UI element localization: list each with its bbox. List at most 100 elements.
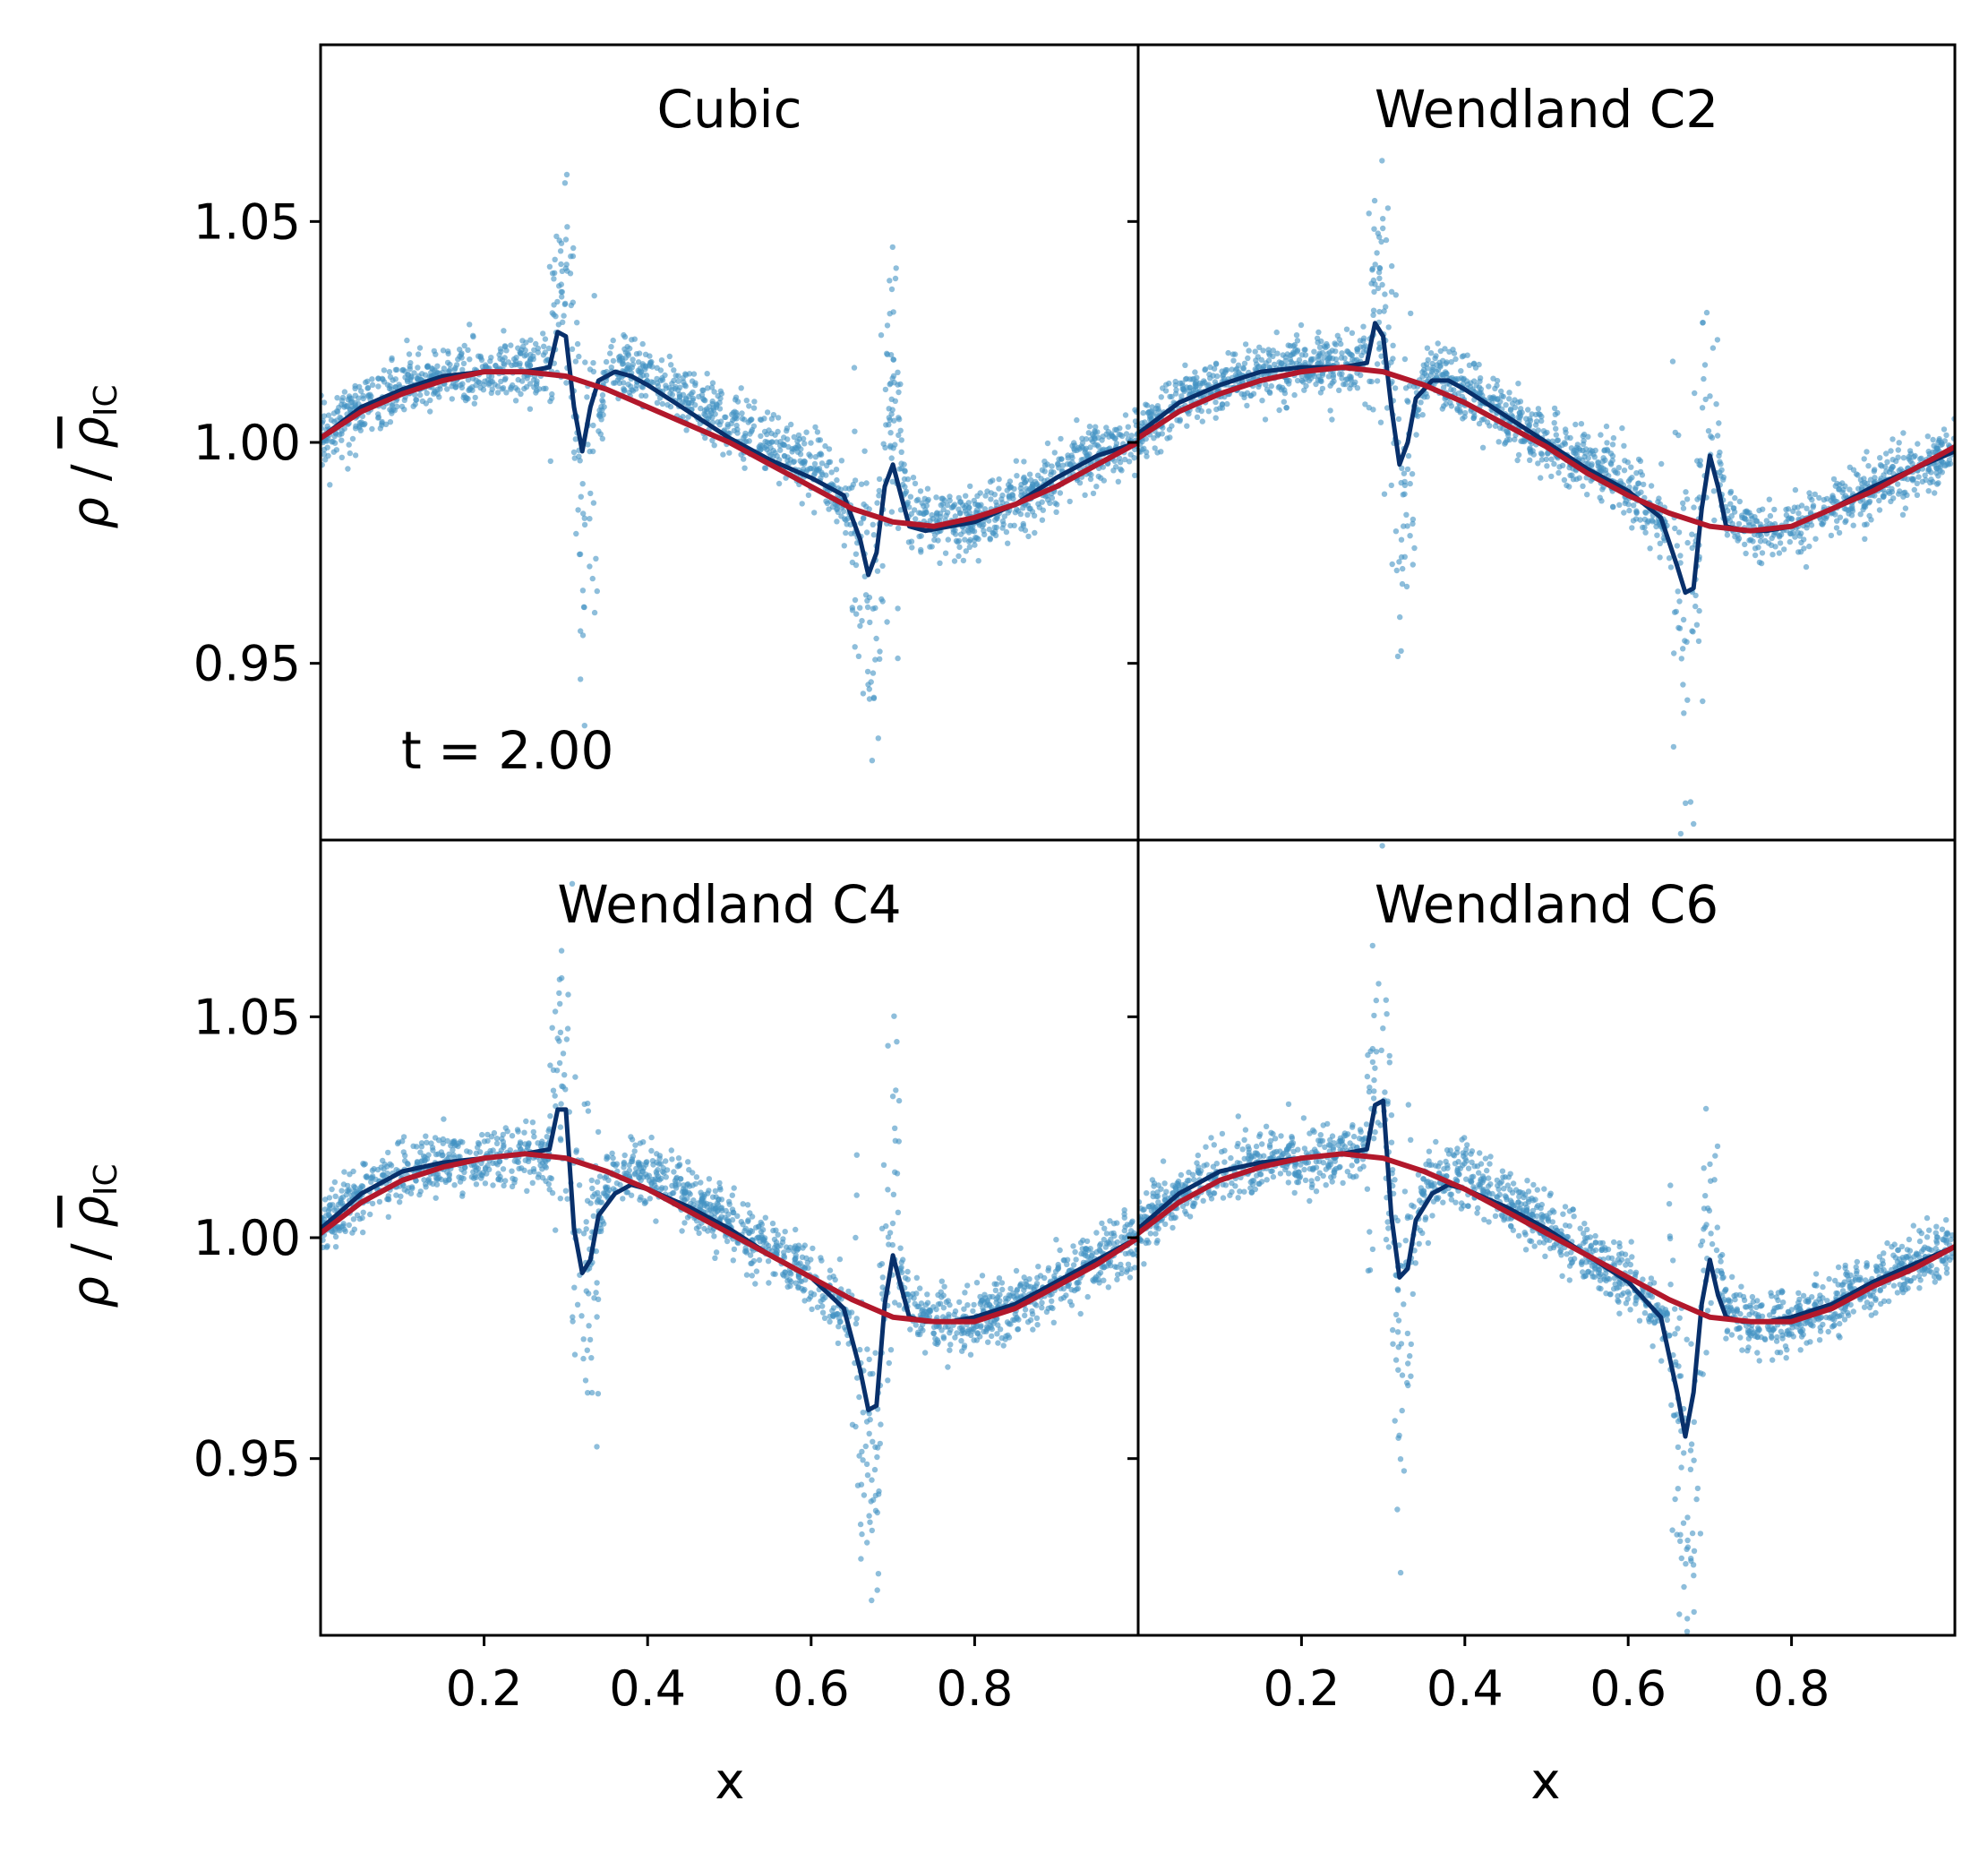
scatter-point (341, 1169, 347, 1175)
scatter-point (799, 501, 805, 507)
scatter-point (1427, 350, 1435, 356)
scatter-point (1375, 346, 1383, 352)
scatter-point (855, 653, 862, 659)
scatter-point (644, 1174, 650, 1180)
scatter-point (1745, 519, 1752, 526)
scatter-point (548, 1175, 555, 1182)
scatter-point (1315, 339, 1321, 346)
scatter-point (1790, 508, 1796, 514)
scatter-point (500, 1138, 507, 1145)
scatter-point (1476, 390, 1483, 396)
scatter-point (518, 350, 524, 356)
scatter-point (1695, 638, 1702, 645)
scatter-point (515, 1128, 521, 1135)
scatter-point (338, 437, 345, 443)
scatter-point (1392, 528, 1400, 535)
scatter-point (917, 1312, 924, 1318)
scatter-point (467, 356, 473, 363)
scatter-point (981, 506, 989, 512)
scatter-point (1675, 588, 1681, 595)
scatter-point (781, 1249, 787, 1256)
scatter-point (892, 398, 898, 404)
scatter-point (1380, 225, 1386, 232)
scatter-point (389, 402, 395, 409)
scatter-point (835, 1340, 842, 1347)
scatter-point (1354, 348, 1361, 355)
scatter-point (1240, 364, 1247, 371)
scatter-point (921, 1350, 929, 1356)
scatter-point (1701, 375, 1707, 382)
scatter-point (761, 428, 768, 435)
scatter-point (1404, 398, 1410, 404)
scatter-point (552, 256, 558, 262)
scatter-point (1241, 394, 1247, 400)
scatter-point (493, 1140, 501, 1147)
scatter-point (1868, 517, 1874, 523)
scatter-point (1641, 481, 1647, 488)
scatter-point (1244, 402, 1250, 409)
scatter-point (1055, 460, 1061, 467)
scatter-point (475, 1140, 482, 1146)
scatter-point (1446, 348, 1452, 355)
scatter-point (570, 449, 578, 456)
scatter-point (1692, 390, 1698, 397)
scatter-point (1039, 517, 1046, 523)
scatter-point (1410, 562, 1417, 568)
scatter-point (863, 529, 870, 536)
scatter-point (362, 421, 368, 427)
scatter-point (775, 1231, 781, 1238)
scatter-point (1336, 387, 1342, 393)
scatter-point (1030, 1326, 1036, 1333)
scatter-point (885, 1187, 891, 1193)
scatter-point (1384, 405, 1391, 411)
scatter-point (1939, 469, 1945, 476)
scatter-point (579, 481, 586, 487)
scatter-point (996, 476, 1002, 483)
scatter-point (1242, 341, 1249, 347)
scatter-point (599, 391, 606, 399)
scatter-point (995, 1340, 1001, 1346)
scatter-point (596, 1173, 604, 1179)
scatter-point (764, 409, 771, 416)
scatter-point (1374, 378, 1381, 384)
scatter-point (597, 431, 604, 437)
scatter-point (1007, 1285, 1014, 1292)
scatter-point (1635, 480, 1641, 487)
scatter-point (758, 1229, 765, 1235)
scatter-point (1307, 356, 1315, 364)
scatter-point (557, 1124, 564, 1130)
scatter-point (1330, 356, 1336, 362)
scatter-point (1230, 357, 1237, 364)
scatter-point (866, 686, 872, 692)
scatter-point (1275, 384, 1282, 390)
scatter-point (1345, 348, 1351, 356)
scatter-point (581, 723, 587, 729)
scatter-point (1597, 494, 1603, 501)
scatter-point (1812, 491, 1819, 498)
scatter-point (386, 1196, 392, 1203)
scatter-point (647, 1196, 653, 1202)
scatter-point (1255, 364, 1262, 370)
scatter-point (1631, 502, 1637, 509)
scatter-point (743, 1272, 750, 1278)
scatter-point (740, 1222, 746, 1228)
scatter-point (648, 1134, 655, 1141)
scatter-point (1925, 467, 1932, 475)
scatter-point (1224, 400, 1230, 407)
scatter-point (497, 346, 504, 352)
scatter-point (1566, 484, 1572, 490)
scatter-point (583, 1219, 589, 1225)
scatter-point (1222, 369, 1229, 375)
scatter-point (746, 403, 752, 409)
scatter-point (861, 514, 867, 521)
scatter-point (1710, 345, 1717, 351)
scatter-point (744, 1202, 751, 1208)
scatter-point (1374, 250, 1380, 256)
scatter-point (1383, 236, 1390, 244)
scatter-point (877, 656, 883, 663)
scatter-point (869, 758, 876, 764)
scatter-point (533, 340, 539, 347)
scatter-point (857, 622, 863, 630)
scatter-point (351, 1226, 357, 1232)
scatter-point (747, 1252, 754, 1258)
